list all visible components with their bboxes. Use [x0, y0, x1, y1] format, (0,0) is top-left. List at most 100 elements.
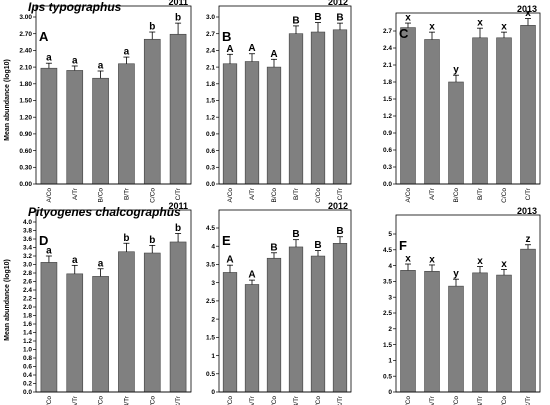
bar-b-co — [266, 66, 282, 185]
y-tick-label: 0.6 — [206, 148, 215, 155]
panel-d: 0.00.20.40.60.81.01.21.41.61.82.02.22.42… — [23, 201, 192, 405]
significance-label: b — [149, 22, 155, 33]
bar-a-tr — [66, 273, 84, 393]
y-tick-label: 2.5 — [206, 298, 215, 305]
bar-a-tr — [244, 284, 260, 393]
category-label: A/Co — [46, 188, 53, 203]
significance-label: B — [270, 242, 277, 253]
significance-label: x — [501, 259, 507, 270]
category-label: C/Co — [501, 396, 508, 405]
significance-label: z — [526, 234, 531, 245]
y-tick-label: 3 — [211, 280, 215, 287]
y-tick-label: 1.5 — [383, 342, 392, 349]
category-label: C/Co — [149, 396, 156, 405]
y-tick-label: 1.2 — [383, 113, 392, 120]
significance-label: x — [477, 18, 483, 29]
category-label: A/Co — [405, 188, 412, 203]
y-tick-label: 1.5 — [383, 96, 392, 103]
y-tick-label: 4 — [388, 263, 392, 270]
bar-c-co — [496, 274, 512, 393]
y-axis-label-bottom: Mean abundance (log10) — [4, 259, 11, 341]
category-label: C/Tr — [525, 395, 532, 405]
y-tick-label: 0.2 — [23, 381, 32, 388]
significance-label: y — [453, 269, 459, 280]
y-tick-label: 3.0 — [206, 14, 215, 21]
significance-label: x — [429, 22, 435, 33]
significance-label: x — [405, 13, 411, 24]
y-tick-label: 2 — [211, 316, 215, 323]
bar-c-tr — [332, 243, 348, 393]
category-label: C/Tr — [175, 395, 182, 405]
panel-letter: E — [222, 233, 231, 248]
y-tick-label: 2.8 — [23, 270, 32, 277]
y-tick-label: 1.6 — [23, 321, 32, 328]
panel-letter: B — [222, 29, 231, 44]
y-tick-label: 4.5 — [206, 225, 215, 232]
bar-c-co — [310, 255, 326, 393]
category-label: A/Tr — [249, 395, 256, 405]
y-tick-label: 1.2 — [23, 338, 32, 345]
bar-b-tr — [472, 37, 488, 185]
y-tick-label: 2.1 — [383, 62, 392, 69]
panel-b: 0.0 0.3 0.6 0.9 1.2 1.5 1.8 2.1 2.4 2.7 3.0 A A/Co A A… — [206, 0, 352, 203]
y-tick-label: 4.5 — [383, 247, 392, 254]
category-label: C/Tr — [337, 395, 344, 405]
significance-label: A — [226, 255, 233, 266]
category-label: A/Tr — [429, 395, 436, 405]
bar-a-tr — [424, 270, 440, 393]
significance-label: B — [292, 15, 299, 26]
y-tick-label: 1.50 — [19, 98, 32, 105]
category-label: B/Co — [271, 396, 278, 405]
bar-b-tr — [118, 251, 135, 393]
y-tick-label: 2.40 — [19, 48, 32, 55]
bar-b-tr — [288, 246, 304, 393]
species-label-top: Ips typographus — [28, 0, 122, 14]
significance-label: x — [405, 254, 411, 265]
y-tick-label: 3.0 — [23, 262, 32, 269]
bar-c-tr — [332, 29, 348, 185]
category-label: C/Co — [315, 188, 322, 203]
panel-letter: C — [399, 26, 409, 41]
y-tick-label: 0.5 — [383, 373, 392, 380]
category-label: C/Co — [501, 188, 508, 203]
y-tick-label: 0.5 — [206, 371, 215, 378]
significance-label: B — [314, 12, 321, 23]
bar-b-tr — [118, 63, 135, 185]
y-tick-label: 3.5 — [383, 279, 392, 286]
bar-b-co — [266, 257, 282, 393]
panel-year: 2011 — [168, 0, 188, 7]
significance-label: a — [46, 53, 52, 64]
bar-c-tr — [169, 241, 187, 393]
y-tick-label: 3.00 — [19, 14, 32, 21]
y-tick-label: 1.20 — [19, 114, 32, 121]
panel-frame — [395, 12, 541, 185]
category-label: A/Co — [227, 188, 234, 203]
category-label: C/Tr — [337, 187, 344, 200]
significance-label: b — [149, 235, 155, 246]
significance-label: A — [270, 49, 277, 60]
y-tick-label: 2.1 — [206, 64, 215, 71]
y-tick-label: 1 — [211, 353, 215, 360]
y-tick-label: 2.70 — [19, 31, 32, 38]
y-tick-label: 1.0 — [23, 347, 32, 354]
panel-year: 2011 — [168, 201, 188, 211]
y-tick-label: 1.8 — [23, 313, 32, 320]
panel-a: 0.00 0.30 0.60 0.90 1.20 1.50 1.80 2.10 2.40 2.70… — [19, 0, 192, 203]
panel-f: 0 0.5 1 1.5 2 2.5 3 3.5 4 4.5 5 x A/Co x A/Tr y B/Co x B/T… — [383, 206, 541, 405]
y-tick-label: 3.6 — [23, 236, 32, 243]
y-tick-label: 0 — [388, 389, 392, 396]
y-tick-label: 0.3 — [206, 165, 215, 172]
panel-c: 0.0 0.3 0.6 0.9 1.2 1.5 1.8 2.1 2.4 2.7 x A/Co x A/Tr… — [383, 4, 541, 203]
significance-label: A — [248, 43, 255, 54]
bar-c-tr — [169, 33, 187, 185]
y-tick-label: 0.00 — [19, 181, 32, 188]
category-label: C/Tr — [175, 187, 182, 200]
category-label: B/Tr — [293, 187, 300, 200]
y-tick-label: 1.2 — [206, 114, 215, 121]
significance-label: a — [98, 60, 104, 71]
y-tick-label: 2.4 — [206, 48, 215, 55]
significance-label: B — [314, 240, 321, 251]
y-tick-label: 0.0 — [23, 389, 32, 396]
bar-c-co — [143, 38, 161, 185]
